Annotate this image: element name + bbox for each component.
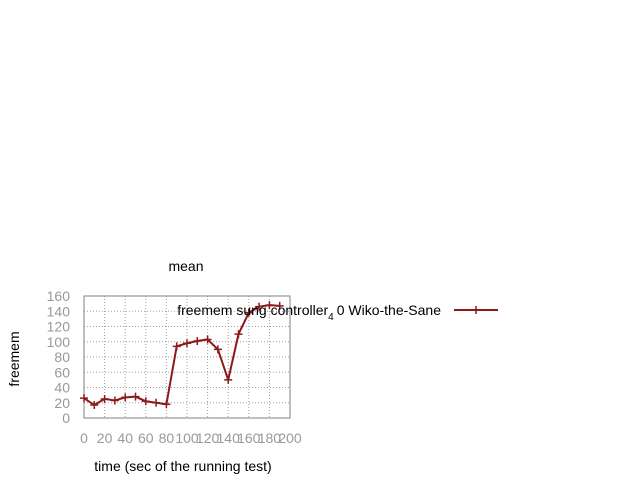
x-tick-label-0: 0 xyxy=(80,430,88,446)
plot-frame xyxy=(83,295,291,419)
y-axis-title: freemem xyxy=(6,331,22,386)
series-line xyxy=(83,304,280,407)
y-tick-label-0: 0 xyxy=(62,410,70,426)
x-tick-label-10: 200 xyxy=(278,430,302,446)
data-point-1 xyxy=(90,401,99,410)
legend-label-subscript: 4 xyxy=(328,312,334,323)
data-point-4 xyxy=(121,393,130,402)
legend-label-rest: 0 Wiko-the-Sane xyxy=(337,302,441,318)
y-tick-label-6: 120 xyxy=(47,319,71,335)
legend-marker-sample xyxy=(472,306,480,314)
data-point-0 xyxy=(80,394,88,403)
legend: freemem sung controller4 0 Wiko-the-Sane xyxy=(177,302,498,323)
chart-title: mean xyxy=(168,258,203,274)
x-tick-label-1: 20 xyxy=(97,430,113,446)
data-point-13 xyxy=(213,345,222,354)
data-point-7 xyxy=(152,398,161,407)
x-tick-label-6: 120 xyxy=(196,430,220,446)
data-point-6 xyxy=(141,397,150,406)
y-tick-label-1: 20 xyxy=(54,395,70,411)
data-point-15 xyxy=(234,330,243,339)
x-tick-label-7: 140 xyxy=(217,430,241,446)
x-tick-label-4: 80 xyxy=(159,430,175,446)
series-freemem xyxy=(80,301,284,410)
data-point-8 xyxy=(162,400,171,409)
y-tick-label-7: 140 xyxy=(47,303,71,319)
data-point-17 xyxy=(255,302,264,311)
legend-label-main: freemem sung controller xyxy=(177,302,328,318)
y-tick-label-2: 40 xyxy=(54,380,70,396)
x-tick-label-3: 60 xyxy=(138,430,154,446)
data-point-10 xyxy=(183,339,191,348)
data-point-12 xyxy=(203,335,212,344)
data-point-11 xyxy=(193,336,202,345)
data-point-3 xyxy=(110,396,119,405)
legend-label: freemem sung controller4 0 Wiko-the-Sane xyxy=(177,302,441,323)
data-point-19 xyxy=(275,301,284,310)
x-tick-label-5: 100 xyxy=(175,430,199,446)
data-point-16 xyxy=(244,308,253,317)
x-tick-label-9: 180 xyxy=(258,430,282,446)
x-tick-label-8: 160 xyxy=(237,430,261,446)
data-point-9 xyxy=(172,342,181,351)
x-tick-label-2: 40 xyxy=(117,430,133,446)
x-axis-title: time (sec of the running test) xyxy=(94,458,271,474)
data-point-14 xyxy=(224,375,233,384)
y-tick-label-5: 100 xyxy=(47,334,71,350)
data-point-5 xyxy=(131,392,140,401)
y-tick-label-4: 80 xyxy=(54,349,70,365)
y-tick-label-3: 60 xyxy=(54,364,70,380)
data-point-2 xyxy=(100,394,109,403)
y-tick-label-8: 160 xyxy=(47,288,71,304)
data-point-18 xyxy=(265,301,274,310)
